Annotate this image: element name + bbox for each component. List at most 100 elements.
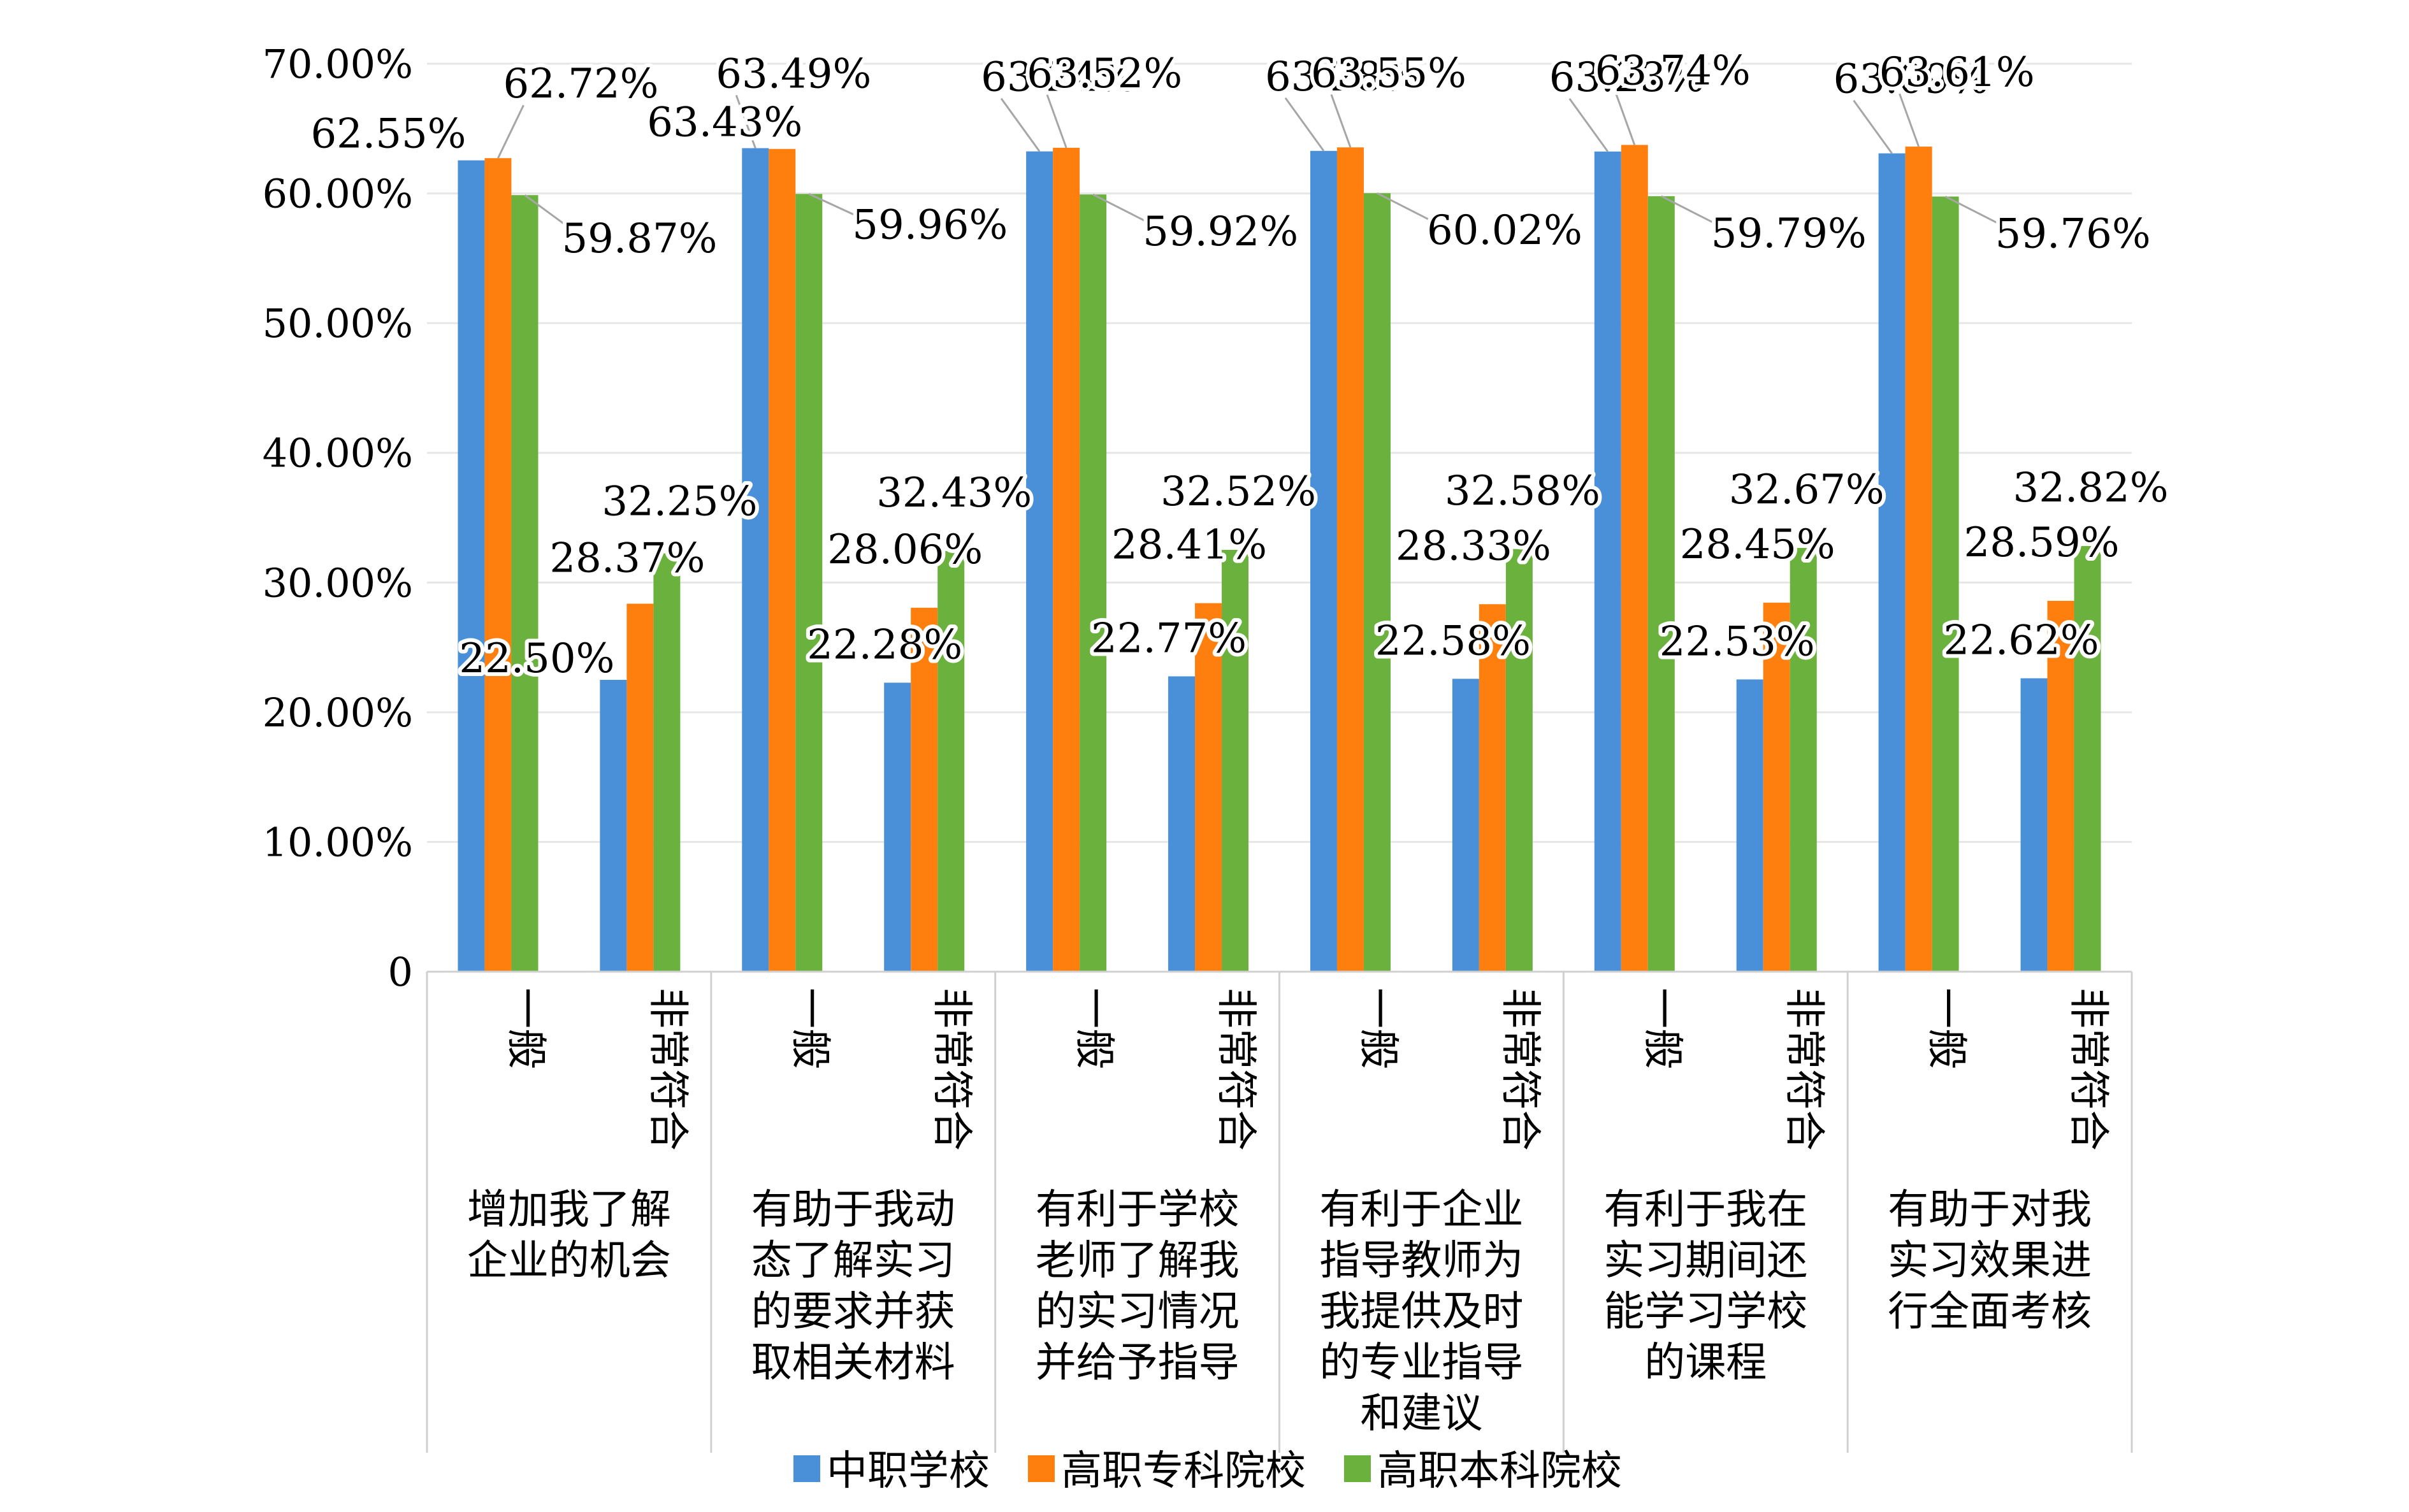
data-label: 63.74%: [1595, 47, 1751, 94]
bar: [1878, 153, 1906, 972]
leader-line: [735, 95, 756, 149]
data-label: 22.62%: [1944, 617, 2099, 665]
category-label: 一般: [786, 988, 833, 1069]
group-label: 指导教师为: [1319, 1237, 1523, 1285]
bar: [511, 195, 539, 972]
category-label: 非常符合: [1781, 988, 1828, 1151]
bar: [1905, 147, 1932, 972]
legend-label: 高职本科院校: [1377, 1448, 1622, 1495]
legend-swatch: [793, 1455, 820, 1482]
data-label: 62.55%: [310, 111, 466, 158]
bar: [742, 148, 769, 972]
group-label: 态了解实习: [751, 1237, 955, 1285]
bar: [2020, 678, 2048, 972]
data-label: 22.77%: [1091, 615, 1247, 662]
bar: [626, 603, 654, 972]
data-label: 63.24%: [981, 54, 1136, 101]
data-label: 59.76%: [1995, 210, 2151, 257]
bar: [1222, 549, 1249, 972]
data-label: 28.41%: [1111, 522, 1267, 569]
legend-swatch: [1344, 1455, 1371, 1482]
bar: [653, 553, 681, 972]
group-label: 有利于我在: [1603, 1186, 1807, 1234]
bar: [1621, 145, 1648, 972]
data-label: 28.33%: [1396, 522, 1551, 570]
group-label: 的专业指导: [1319, 1339, 1523, 1386]
category-label: 非常符合: [928, 988, 975, 1151]
leader-line: [1377, 192, 1448, 230]
data-label: 32.52%: [1161, 468, 1316, 515]
y-tick-label: 50.00%: [263, 300, 413, 347]
y-tick-label: 20.00%: [263, 689, 413, 736]
data-label: 63.49%: [716, 51, 871, 98]
bar-layer: [458, 145, 2101, 972]
category-label: 一般: [1639, 988, 1686, 1069]
bar: [1310, 150, 1337, 972]
bar: [1594, 151, 1621, 972]
data-label: 32.58%: [1445, 468, 1600, 515]
group-label: 的要求并获: [751, 1288, 955, 1336]
bar: [1336, 147, 1364, 972]
data-label: 32.43%: [876, 470, 1032, 517]
leader-line: [1944, 196, 2016, 233]
legend: 中职学校 高职专科院校 高职本科院校: [793, 1448, 1622, 1495]
bar: [1505, 549, 1533, 972]
bar: [2074, 545, 2101, 972]
group-label: 和建议: [1360, 1390, 1482, 1437]
bar: [1195, 603, 1222, 972]
bar: [1932, 196, 1959, 972]
leader-line: [808, 193, 873, 224]
data-label: 28.45%: [1680, 521, 1835, 568]
data-label: 63.61%: [1879, 49, 2035, 96]
data-label: 63.23%: [1549, 54, 1705, 101]
bar: [1080, 194, 1107, 972]
category-label: 非常符合: [644, 988, 691, 1151]
bar: [911, 607, 938, 972]
data-label: 22.50%: [459, 635, 614, 682]
data-label: 63.52%: [1027, 50, 1182, 97]
data-label: 63.43%: [647, 99, 802, 147]
data-label: 63.09%: [1834, 56, 1989, 103]
data-label: 59.87%: [561, 215, 717, 263]
bar: [1736, 679, 1763, 972]
grid-layer: [427, 62, 2132, 843]
bar: [458, 160, 485, 972]
data-label: 28.59%: [1964, 519, 2120, 566]
bar: [1168, 676, 1196, 972]
y-tick-label: 70.00%: [263, 41, 413, 87]
y-tick-label: 30.00%: [263, 559, 413, 606]
group-label: 有利于企业: [1319, 1186, 1523, 1234]
leader-line: [1614, 91, 1636, 145]
group-label: 企业的机会: [467, 1237, 671, 1285]
bar: [600, 679, 627, 972]
leader-layer: [497, 91, 2016, 238]
leader-line: [1899, 93, 1920, 147]
data-label: 63.55%: [1311, 50, 1466, 97]
group-label: 并给予指导: [1036, 1339, 1240, 1386]
bar: [1647, 196, 1675, 972]
group-label: 取相关材料: [751, 1339, 955, 1386]
group-label: 有利于学校: [1036, 1186, 1240, 1234]
bar: [795, 194, 823, 972]
bar: [769, 148, 796, 972]
leader-line: [1284, 97, 1325, 152]
data-label: 22.28%: [807, 621, 962, 668]
y-tick-label: 60.00%: [263, 171, 413, 217]
y-tick-label: 40.00%: [263, 430, 413, 477]
bar: [1479, 604, 1506, 972]
y-tick-label: 0: [388, 949, 413, 995]
bar: [1790, 547, 1817, 972]
category-label: 非常符合: [1212, 988, 1259, 1151]
group-label: 有助于对我: [1888, 1186, 2092, 1234]
leader-line: [1046, 94, 1067, 148]
group-label: 老师了解我: [1036, 1237, 1240, 1285]
category-label: 一般: [1354, 988, 1401, 1069]
data-label: 60.02%: [1427, 207, 1582, 254]
bar: [2047, 600, 2074, 972]
data-label: 32.67%: [1729, 466, 1885, 514]
leader-line: [497, 104, 524, 159]
axis-layer: [426, 970, 2133, 1453]
legend-label: 高职专科院校: [1061, 1448, 1306, 1495]
bar: [1026, 151, 1053, 972]
